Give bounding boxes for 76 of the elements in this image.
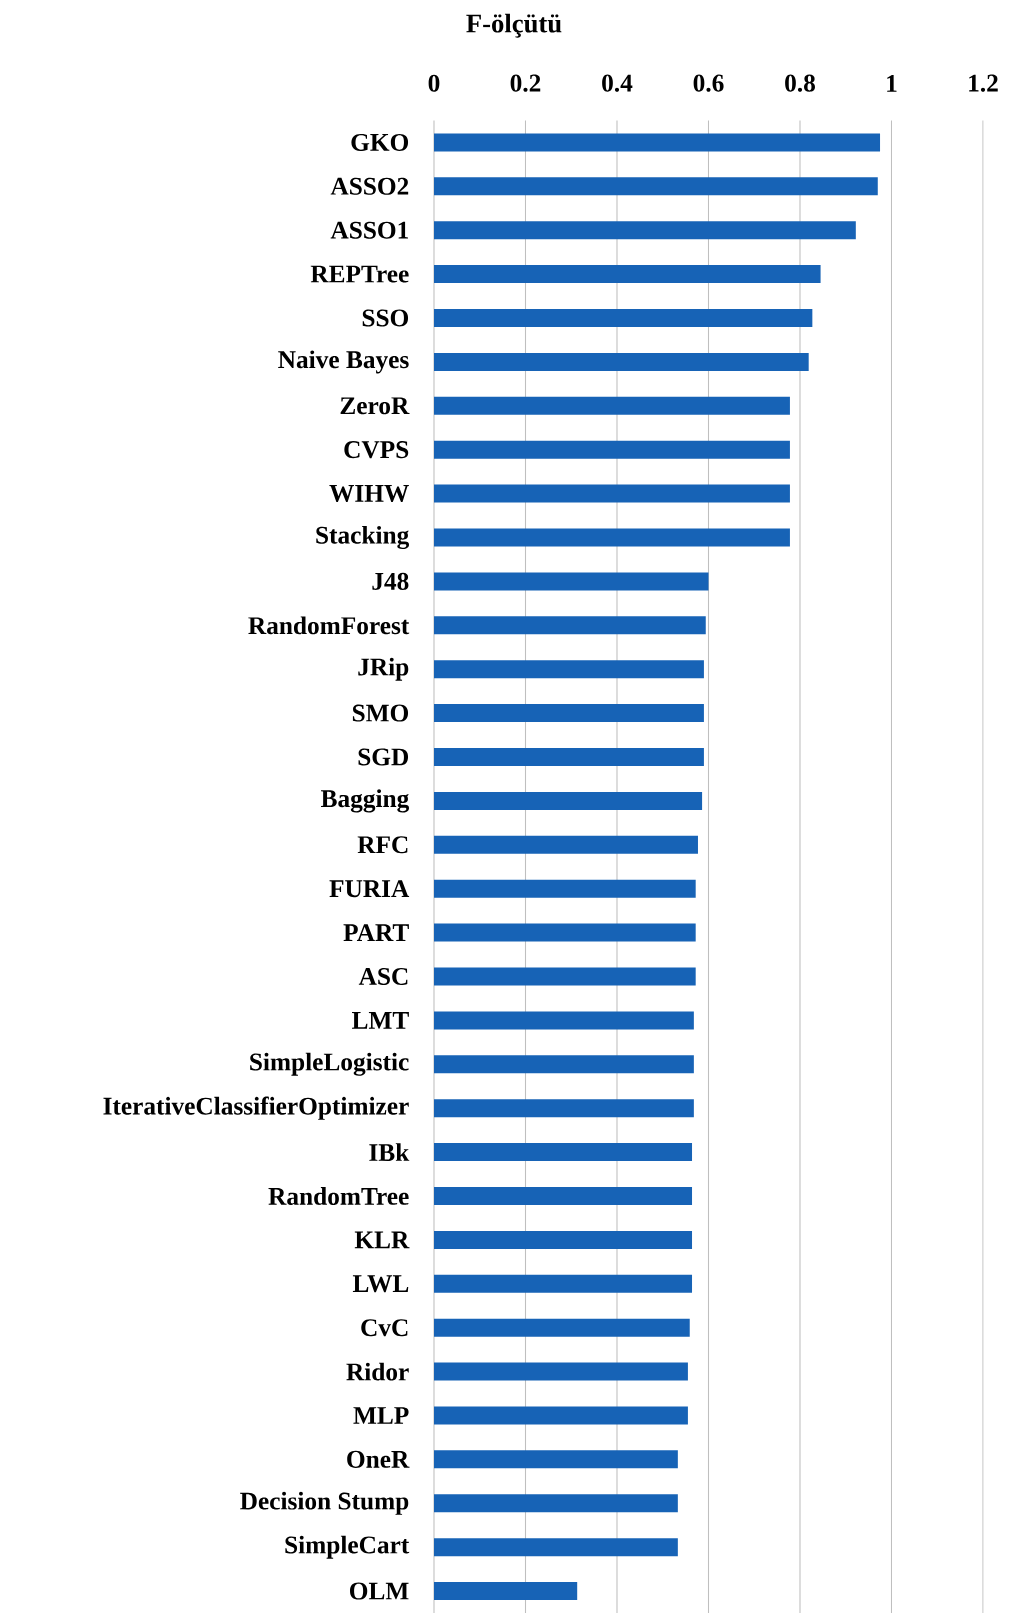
y-tick-label: IBk xyxy=(369,1143,410,1161)
bar xyxy=(434,967,696,986)
bar xyxy=(434,1143,693,1162)
y-tick-label: REPTree xyxy=(310,265,409,283)
bar xyxy=(434,352,809,371)
y-tick-label: Naive Bayes xyxy=(278,350,409,374)
bar xyxy=(434,440,790,459)
y-tick-label: SimpleCart xyxy=(285,1535,410,1559)
bar xyxy=(434,879,696,898)
bar xyxy=(434,1450,678,1469)
y-tick-label: SGD xyxy=(358,748,409,766)
y-tick-label: LMT xyxy=(352,1012,409,1029)
x-tick-label: 0.6 xyxy=(693,74,724,92)
bar xyxy=(434,1582,578,1601)
y-tick-label: ASC xyxy=(358,967,408,985)
y-tick-label: JRip xyxy=(358,657,409,681)
bar xyxy=(434,396,790,415)
bar xyxy=(434,747,704,766)
y-tick-label: FURIA xyxy=(329,880,410,898)
y-tick-label: KLR xyxy=(354,1231,410,1249)
y-tick-label: CVPS xyxy=(344,441,409,459)
y-tick-label: Bagging xyxy=(321,789,410,813)
y-tick-label: CvC xyxy=(361,1319,408,1337)
bar xyxy=(434,133,881,152)
x-tick-label: 0 xyxy=(428,74,440,92)
y-tick-label: J48 xyxy=(372,572,409,590)
y-tick-label: MLP xyxy=(353,1407,409,1424)
y-tick-label: ASSO1 xyxy=(330,221,408,239)
bar xyxy=(434,1362,688,1381)
y-tick-label: RandomTree xyxy=(268,1187,409,1205)
bar xyxy=(434,704,704,723)
y-tick-label: PART xyxy=(343,924,409,941)
bar xyxy=(434,1011,694,1030)
bar xyxy=(434,1406,688,1425)
y-tick-label: Stacking xyxy=(316,525,410,550)
bar xyxy=(434,1186,693,1205)
bar xyxy=(434,1538,678,1557)
y-tick-label: SSO xyxy=(362,309,409,327)
bar xyxy=(434,1230,693,1249)
y-tick-label: WIHW xyxy=(329,485,409,503)
chart-title: F-ölçütü xyxy=(466,13,562,38)
bar xyxy=(434,265,821,284)
bar xyxy=(434,1099,694,1118)
bar xyxy=(434,791,703,810)
bar xyxy=(434,1274,693,1293)
bar xyxy=(434,484,790,503)
y-tick-label: GKO xyxy=(351,133,409,151)
bar xyxy=(434,1318,690,1337)
bar xyxy=(434,528,790,547)
y-tick-label: Ridor xyxy=(346,1362,409,1381)
bar xyxy=(434,309,813,327)
bar xyxy=(434,923,696,942)
bar xyxy=(434,616,706,635)
y-tick-label: ASSO2 xyxy=(330,177,409,195)
y-tick-label: RandomForest xyxy=(248,616,410,635)
bar xyxy=(434,660,704,679)
bar xyxy=(434,1494,678,1513)
y-tick-label: RFC xyxy=(357,836,408,854)
y-tick-label: OneR xyxy=(347,1450,410,1468)
y-tick-label: OLM xyxy=(350,1582,409,1600)
bar xyxy=(434,572,709,591)
y-tick-label: LWL xyxy=(352,1275,409,1293)
x-tick-label: 1.2 xyxy=(969,74,998,92)
bar xyxy=(434,1055,694,1074)
x-tick-label: 0.4 xyxy=(602,74,633,92)
y-tick-label: SimpleLogistic xyxy=(250,1052,409,1076)
bar xyxy=(434,835,698,854)
x-tick-label: 0.8 xyxy=(785,74,815,92)
y-tick-label: ZeroR xyxy=(340,397,410,415)
y-tick-label: IterativeClassifierOptimizer xyxy=(103,1096,409,1120)
x-tick-label: 0.2 xyxy=(510,74,541,92)
x-tick-label: 1 xyxy=(887,75,897,92)
bar xyxy=(434,221,856,240)
bar xyxy=(434,177,878,196)
y-tick-label: SMO xyxy=(352,704,409,722)
y-tick-label: Decision Stump xyxy=(240,1491,409,1515)
